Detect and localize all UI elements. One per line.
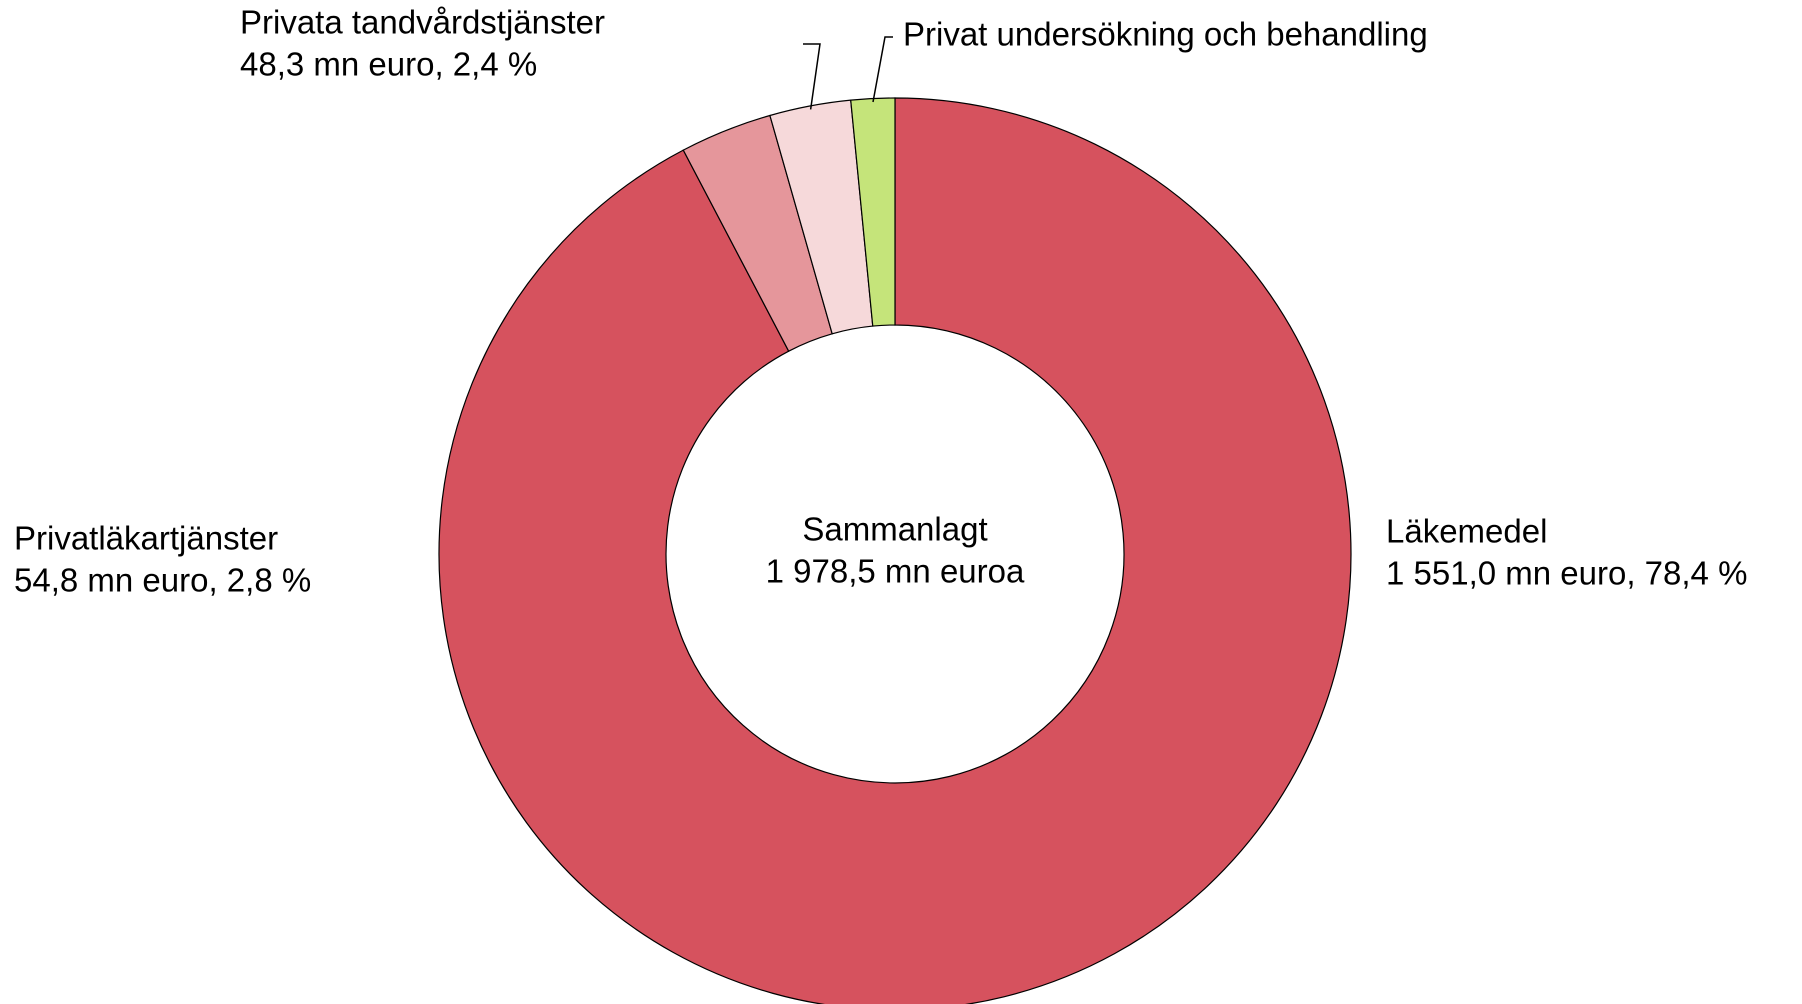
center-value: 1 978,5 mn euroa bbox=[766, 553, 1025, 590]
slice-label: Läkemedel bbox=[1386, 513, 1547, 550]
slice-label: Privat undersökning och behandling bbox=[903, 16, 1428, 53]
leader-line bbox=[803, 43, 821, 110]
slice-label: Privatläkartjänster bbox=[14, 520, 278, 557]
donut-slice bbox=[438, 97, 1352, 1004]
slice-label: Privata tandvårdstjänster bbox=[240, 4, 605, 41]
slice-value-label: 54,8 mn euro, 2,8 % bbox=[14, 562, 311, 599]
leader-line bbox=[872, 36, 893, 103]
center-title: Sammanlagt bbox=[802, 511, 987, 548]
slice-value-label: 48,3 mn euro, 2,4 % bbox=[240, 46, 537, 83]
donut-slice bbox=[850, 97, 896, 327]
slice-value-label: 1 551,0 mn euro, 78,4 % bbox=[1386, 555, 1747, 592]
